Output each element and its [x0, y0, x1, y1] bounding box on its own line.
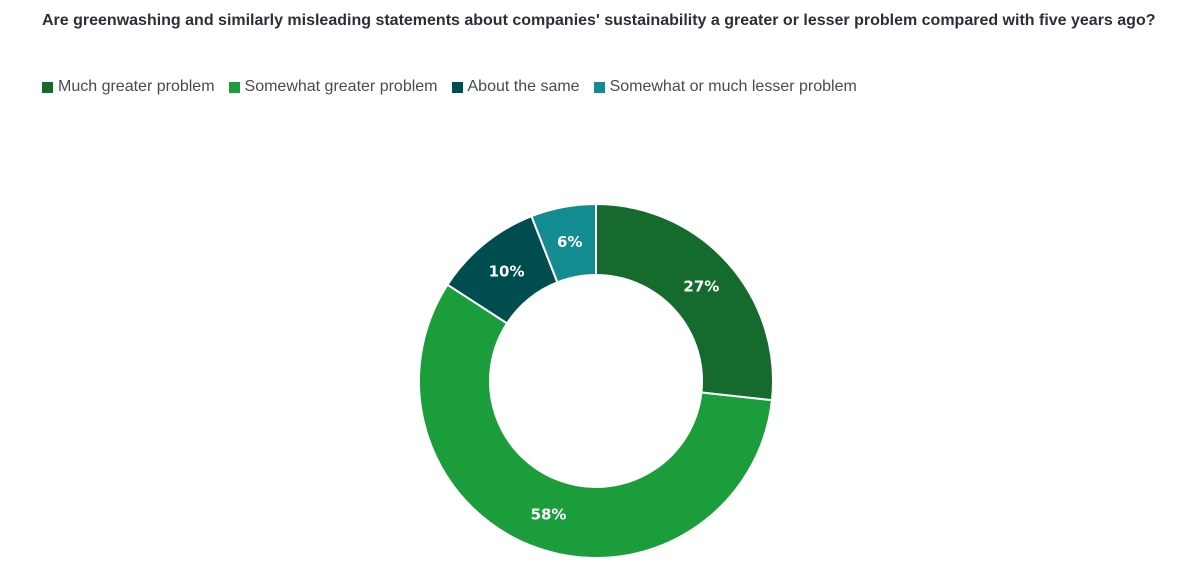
legend-item: Somewhat or much lesser problem — [593, 78, 857, 96]
donut-slice — [530, 202, 597, 284]
donut-slice — [418, 283, 774, 559]
slice-value-label: 58% — [531, 505, 567, 523]
slice-value-label: 6% — [557, 233, 582, 251]
legend-label: About the same — [467, 78, 580, 95]
legend-swatch — [593, 81, 605, 93]
chart-title: Are greenwashing and similarly misleadin… — [42, 12, 1156, 29]
slice-value-label: 27% — [683, 278, 719, 296]
legend-label: Somewhat or much lesser problem — [609, 78, 857, 95]
legend-swatch — [451, 81, 463, 93]
legend-swatch — [42, 81, 53, 93]
legend-item: Much greater problem — [42, 78, 215, 96]
donut-slice — [595, 202, 774, 402]
legend-swatch — [228, 81, 240, 93]
legend-item: Somewhat greater problem — [228, 78, 438, 96]
legend-label: Much greater problem — [58, 78, 215, 95]
legend-label: Somewhat greater problem — [244, 78, 438, 95]
chart-legend: Much greater problem Somewhat greater pro… — [42, 78, 857, 96]
slice-value-label: 10% — [489, 262, 525, 280]
legend-item: About the same — [451, 78, 580, 96]
